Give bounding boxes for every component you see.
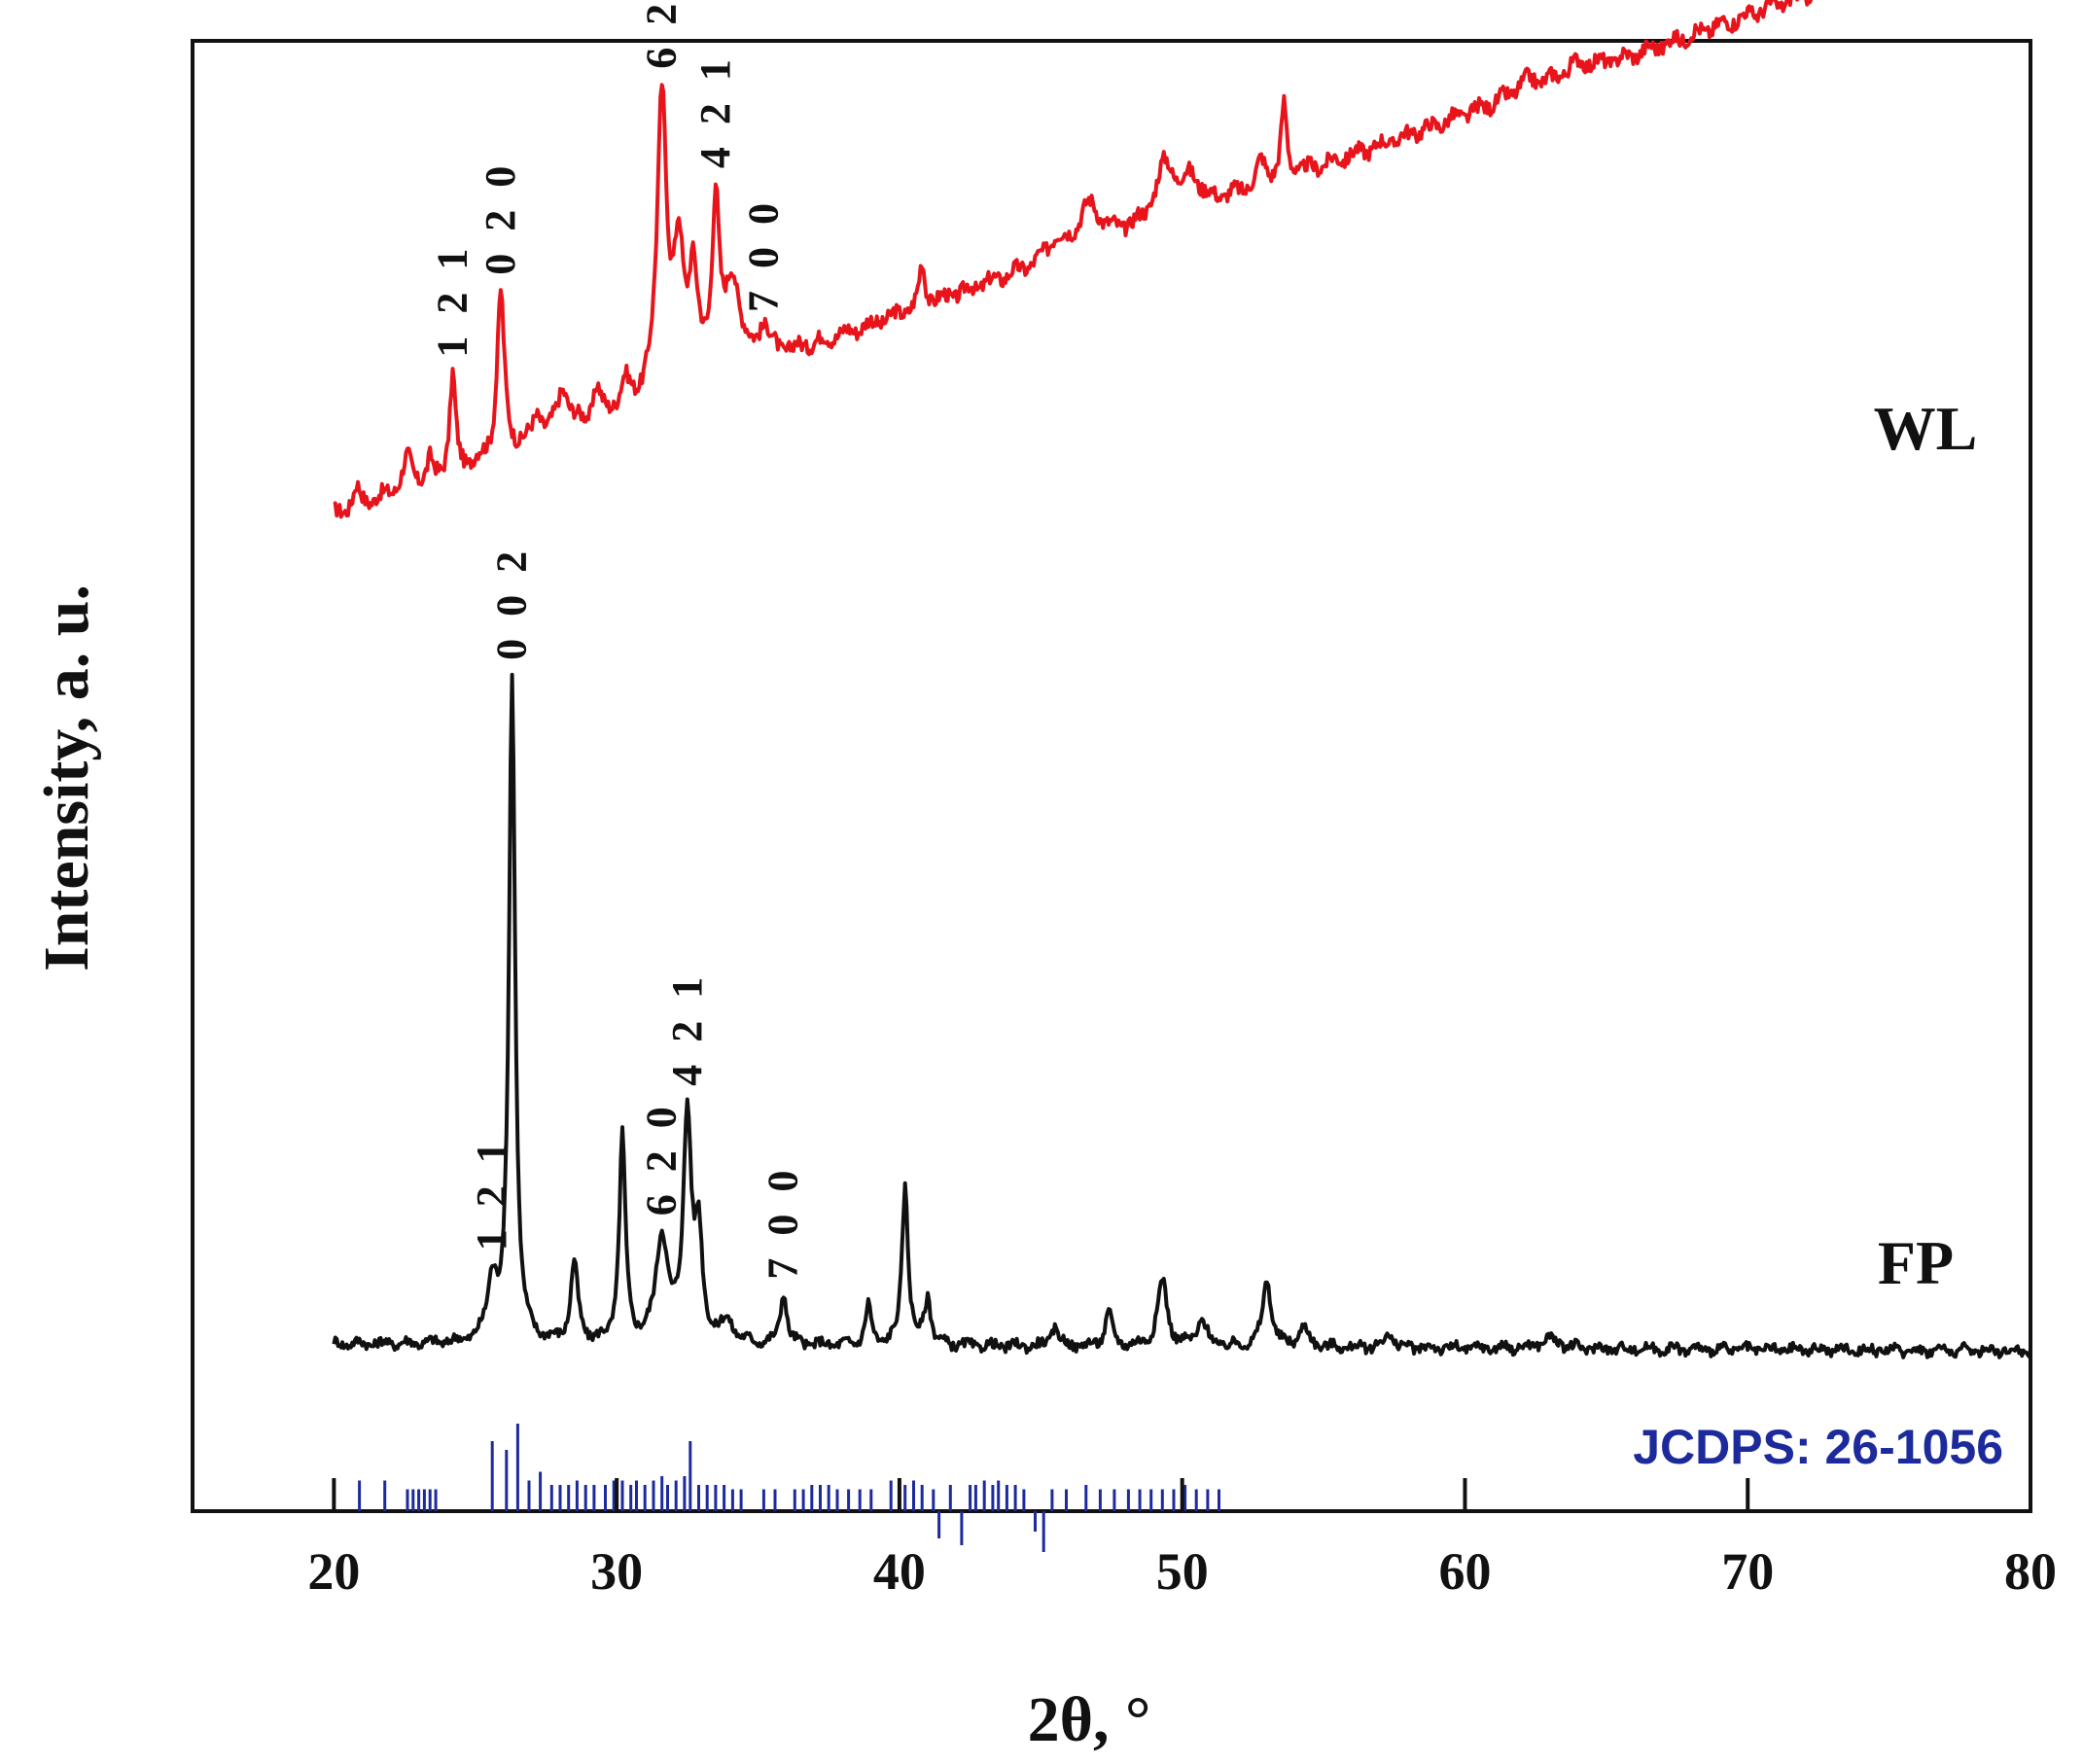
peak-label-wl-2: 6 2 0 bbox=[638, 0, 686, 69]
x-tick-label: 50 bbox=[1156, 1542, 1209, 1601]
peak-label-fp-8: 4 2 1 bbox=[663, 971, 711, 1086]
peak-label-fp-9: 7 0 0 bbox=[759, 1165, 807, 1280]
series-layer bbox=[332, 0, 2032, 1359]
x-tick-label: 60 bbox=[1438, 1542, 1491, 1601]
x-axis-ticks: 20 30 40 50 60 70 80 bbox=[307, 1478, 2057, 1601]
peak-label-fp-6: 1 2 1 bbox=[468, 1136, 515, 1251]
reference-label: JCDPS: 26-1056 bbox=[1633, 1420, 2003, 1474]
series-label-wl: WL bbox=[1874, 394, 1978, 463]
y-axis-title: Intensity, a. u. bbox=[31, 584, 102, 971]
x-tick-label: 20 bbox=[307, 1542, 360, 1601]
plot-frame bbox=[191, 39, 2032, 1513]
series-line-wl bbox=[333, 0, 1814, 519]
x-axis-title: 2θ, ° bbox=[1028, 1684, 1151, 1755]
peak-label-fp-5: 0 0 2 bbox=[488, 546, 536, 660]
peak-label-wl-3: 4 2 1 bbox=[691, 53, 739, 168]
peak-label-wl-0: 1 2 1 bbox=[429, 243, 477, 358]
peak-label-fp-7: 6 2 0 bbox=[638, 1101, 686, 1216]
peak-label-wl-1: 0 2 0 bbox=[477, 160, 524, 275]
peak-label-wl-4: 7 0 0 bbox=[739, 197, 787, 312]
x-tick-label: 30 bbox=[590, 1542, 643, 1601]
x-tick-label: 40 bbox=[873, 1542, 926, 1601]
x-tick-label: 80 bbox=[2004, 1542, 2057, 1601]
series-line-fp bbox=[332, 672, 2032, 1359]
x-tick-label: 70 bbox=[1721, 1542, 1774, 1601]
series-label-fp: FP bbox=[1878, 1228, 1954, 1297]
